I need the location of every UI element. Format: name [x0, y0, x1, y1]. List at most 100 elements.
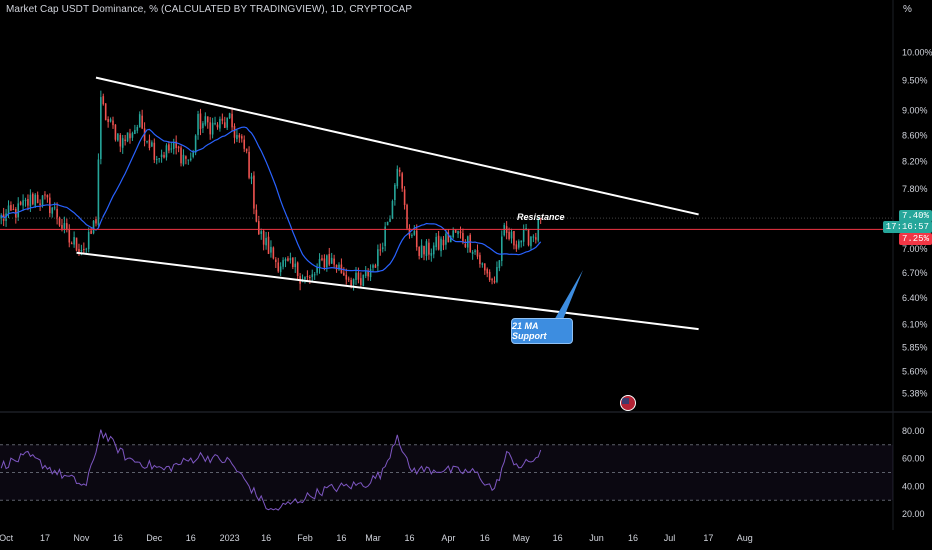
ma-support-callout[interactable]: 21 MA Support	[511, 318, 573, 344]
candle-body	[134, 130, 136, 134]
candle-body	[90, 230, 92, 234]
rsi-line	[0, 429, 542, 511]
trendline-support	[76, 251, 699, 331]
time-tick-label: 16	[404, 533, 414, 543]
candle-body	[313, 274, 316, 276]
candle-body	[309, 277, 311, 279]
candle-body	[464, 244, 467, 247]
candle-body	[168, 144, 170, 151]
candle-body	[180, 147, 182, 164]
candle-body	[44, 194, 46, 196]
price-tick-label: 7.80%	[902, 184, 928, 194]
candle-body	[386, 221, 389, 226]
candle-body	[296, 262, 299, 277]
candle-body	[199, 113, 202, 129]
candle-body	[151, 142, 153, 147]
candle-body	[187, 159, 190, 161]
candle-body	[292, 257, 294, 268]
candle-body	[457, 231, 459, 235]
candle-body	[442, 239, 445, 246]
price-axis-unit: %	[903, 4, 912, 15]
candle-body	[396, 168, 399, 187]
candle-body	[525, 227, 527, 229]
candle-body	[471, 252, 474, 254]
rsi-tick-label: 20.00	[902, 509, 925, 519]
candle-body	[46, 195, 49, 198]
time-tick-label: Nov	[73, 533, 90, 543]
candle-body	[335, 264, 338, 270]
candle-body	[423, 246, 425, 255]
candle-body	[360, 278, 362, 286]
time-tick-label: Dec	[146, 533, 163, 543]
candle-body	[63, 223, 66, 229]
ma-layer	[0, 126, 542, 273]
candle-body	[41, 195, 44, 207]
candle-body	[432, 245, 435, 255]
candle-body	[508, 231, 510, 239]
candle-body	[245, 148, 248, 152]
candle-body	[185, 156, 187, 159]
axis-layer: 10.00% 9.50% 9.00% 8.60% 8.20% 7.80% 7.40% 7.00…	[0, 47, 932, 543]
candle-body	[257, 221, 260, 235]
trendline-resistance	[95, 76, 699, 216]
candle-body	[401, 173, 403, 189]
trendlines-layer	[0, 76, 893, 331]
candle-body	[223, 122, 226, 128]
candle-body	[182, 154, 185, 165]
candle-body	[175, 141, 177, 149]
price-tick-label: 6.40%	[902, 293, 928, 303]
candle-body	[148, 139, 151, 149]
candle-body	[459, 231, 462, 233]
time-tick-label: Oct	[0, 533, 14, 543]
hline-price-badge: 7.25%	[898, 233, 932, 246]
candle-body	[238, 135, 241, 138]
candle-body	[192, 152, 194, 157]
candle-body	[39, 203, 41, 205]
candle-body	[493, 280, 496, 283]
candle-body	[119, 134, 122, 147]
candle-body	[189, 158, 192, 161]
candle-body	[362, 274, 365, 286]
candle-body	[22, 200, 24, 206]
candle-body	[206, 116, 209, 123]
candle-body	[510, 231, 513, 239]
candle-body	[29, 194, 32, 207]
candle-body	[53, 207, 56, 209]
candle-body	[462, 233, 464, 243]
candle-body	[204, 116, 207, 125]
candle-body	[112, 120, 114, 126]
candle-body	[250, 176, 253, 179]
candle-body	[379, 249, 382, 251]
candle-body	[95, 219, 97, 224]
rsi-tick-label: 60.00	[902, 454, 925, 464]
candle-body	[233, 126, 236, 138]
candle-body	[216, 124, 219, 128]
candle-body	[10, 205, 12, 211]
us-flag-event-icon[interactable]	[620, 395, 636, 411]
candle-body	[121, 138, 124, 148]
price-tick-label: 5.38%	[902, 389, 928, 399]
candle-body	[172, 141, 175, 149]
candle-body	[97, 159, 100, 225]
current-price-badge: 7.40%	[898, 210, 932, 223]
rsi-tick-label: 40.00	[902, 481, 925, 491]
time-tick-label: Jun	[589, 533, 604, 543]
candle-body	[56, 208, 58, 220]
price-tick-label: 9.00%	[902, 105, 928, 115]
candle-body	[411, 235, 413, 237]
candle-body	[211, 122, 214, 135]
candle-body	[364, 271, 367, 277]
candle-body	[92, 220, 95, 234]
candle-body	[287, 258, 289, 261]
candle-body	[498, 260, 501, 269]
candle-body	[24, 199, 27, 202]
candle-body	[214, 122, 216, 125]
candle-body	[177, 146, 180, 149]
candles-layer	[0, 90, 542, 291]
candle-body	[513, 231, 515, 246]
candle-body	[255, 209, 258, 222]
candle-body	[306, 276, 309, 278]
candle-body	[194, 135, 197, 153]
time-tick-label: 2023	[220, 533, 240, 543]
